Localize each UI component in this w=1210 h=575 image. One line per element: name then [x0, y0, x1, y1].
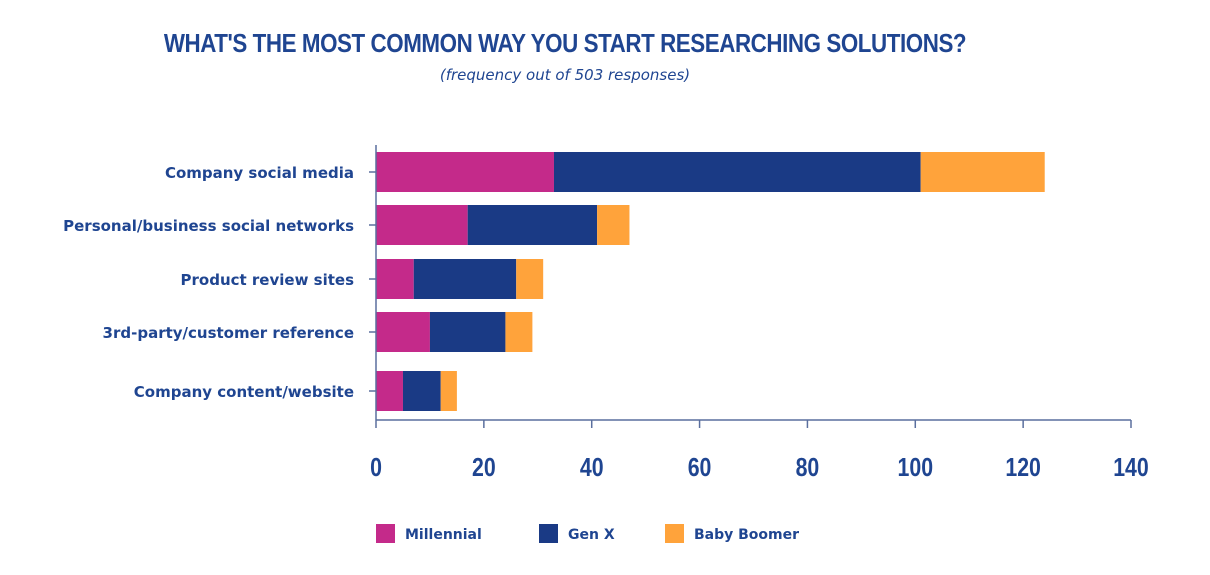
category-label-5: Company content/website [134, 383, 354, 401]
legend-swatch-baby-boomer [665, 524, 684, 543]
bar-gen-x-5 [402, 371, 441, 411]
x-tick-label-0: 0 [370, 453, 382, 483]
bar-gen-x-2 [467, 205, 598, 245]
chart-subtitle: (frequency out of 503 responses) [439, 66, 691, 84]
category-label-3: Product review sites [181, 271, 355, 289]
x-tick-label-140: 140 [1113, 453, 1149, 483]
bar-millennial-4 [376, 312, 430, 352]
bar-baby-boomer-1 [920, 152, 1045, 192]
x-tick-label-40: 40 [580, 453, 604, 483]
bar-millennial-1 [376, 152, 554, 192]
category-label-4: 3rd-party/customer reference [103, 324, 354, 342]
legend-swatch-millennial [376, 524, 395, 543]
bar-baby-boomer-3 [516, 259, 544, 299]
bar-gen-x-1 [553, 152, 921, 192]
category-label-1: Company social media [165, 164, 354, 182]
bar-baby-boomer-2 [597, 205, 630, 245]
x-tick-label-60: 60 [688, 453, 712, 483]
chart-title: WHAT'S THE MOST COMMON WAY YOU START RES… [163, 28, 967, 58]
bar-gen-x-4 [429, 312, 506, 352]
legend-label-baby-boomer: Baby Boomer [694, 527, 799, 543]
legend-swatch-gen-x [539, 524, 558, 543]
x-tick-label-80: 80 [796, 453, 820, 483]
category-label-2: Personal/business social networks [63, 217, 354, 235]
bar-baby-boomer-4 [505, 312, 533, 352]
x-tick-label-100: 100 [898, 453, 934, 483]
x-tick-label-20: 20 [472, 453, 496, 483]
x-tick-label-120: 120 [1005, 453, 1041, 483]
bar-gen-x-3 [413, 259, 517, 299]
bar-baby-boomer-5 [440, 371, 457, 411]
legend-label-millennial: Millennial [405, 527, 482, 543]
bar-millennial-2 [376, 205, 468, 245]
legend-label-gen-x: Gen X [568, 527, 615, 543]
bar-millennial-5 [376, 371, 403, 411]
bar-millennial-3 [376, 259, 414, 299]
